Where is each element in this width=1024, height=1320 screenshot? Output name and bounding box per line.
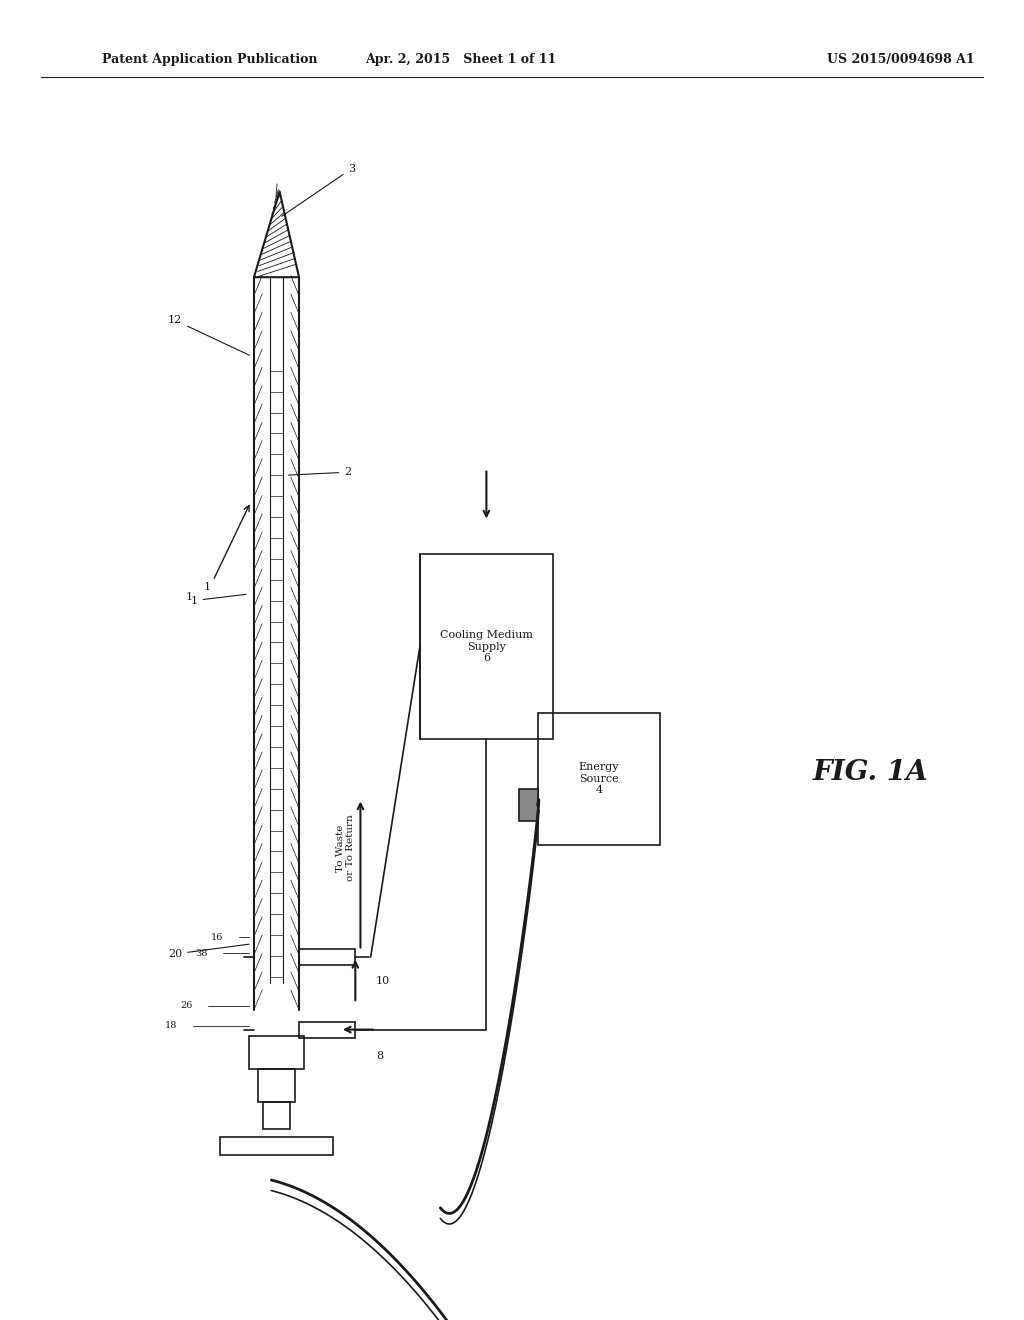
Text: 10: 10 <box>376 975 390 986</box>
Text: 20: 20 <box>168 944 249 960</box>
Bar <box>299 1022 355 1038</box>
Bar <box>258 1069 295 1102</box>
Text: 26: 26 <box>180 1002 193 1010</box>
Bar <box>263 1102 290 1129</box>
Text: Energy
Source
4: Energy Source 4 <box>579 762 620 796</box>
Bar <box>220 1137 333 1155</box>
Bar <box>420 554 553 739</box>
Text: Apr. 2, 2015   Sheet 1 of 11: Apr. 2, 2015 Sheet 1 of 11 <box>366 53 556 66</box>
Text: 16: 16 <box>211 933 223 941</box>
Text: FIG. 1A: FIG. 1A <box>813 759 928 785</box>
Text: 3: 3 <box>282 164 355 216</box>
Text: 38: 38 <box>196 949 208 957</box>
Text: Cooling Medium
Supply
6: Cooling Medium Supply 6 <box>440 630 532 664</box>
Text: 1: 1 <box>185 591 193 602</box>
Bar <box>519 789 538 821</box>
Text: 2: 2 <box>289 467 351 478</box>
Text: 8: 8 <box>376 1051 383 1061</box>
Bar <box>250 1036 303 1069</box>
Text: 1: 1 <box>204 582 211 593</box>
Text: 12: 12 <box>168 315 250 355</box>
Text: 18: 18 <box>165 1022 177 1030</box>
Text: US 2015/0094698 A1: US 2015/0094698 A1 <box>827 53 975 66</box>
Text: To Waste
or To Return: To Waste or To Return <box>336 814 355 882</box>
Text: 1: 1 <box>190 594 246 606</box>
Bar <box>538 713 660 845</box>
Text: Patent Application Publication: Patent Application Publication <box>102 53 317 66</box>
Bar <box>299 949 355 965</box>
